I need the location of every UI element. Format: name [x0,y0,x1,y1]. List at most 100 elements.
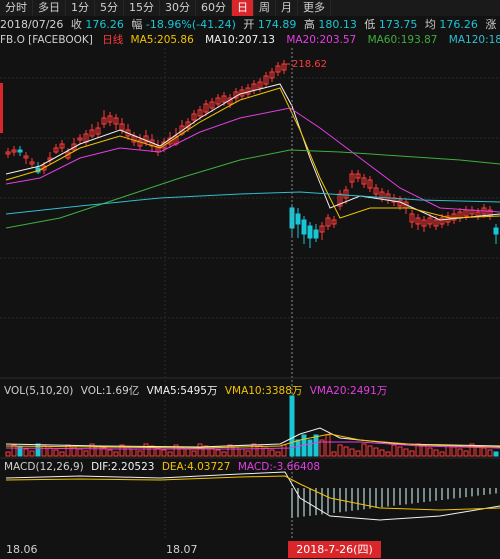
candlestick-series [5,60,499,248]
volume-bar [409,450,415,457]
macd-title: MACD(12,26,9) [4,461,84,473]
tab-30min[interactable]: 30分 [160,0,196,16]
info-change-label: 幅 [131,18,143,31]
info-open: 174.89 [257,18,297,31]
volume-bar [101,447,107,457]
dea-line [5,475,500,511]
tab-1min[interactable]: 1分 [66,0,95,16]
volume-bar [89,443,95,457]
candle-body [313,229,319,239]
volume-bar [433,449,439,457]
volume-bar [361,443,367,457]
tab-more[interactable]: 更多 [298,0,331,16]
candle-body [191,113,197,121]
volume-bar [391,444,397,457]
vol-value: VOL:1.69亿 [80,385,140,397]
candle-body [41,165,47,171]
info-high-label: 高 [303,18,315,31]
volume-bar [53,449,59,457]
volume-bar [313,434,319,457]
candle-body [221,95,227,103]
candle-body [65,151,71,159]
symbol-label: FB.O [FACEBOOK] [0,34,93,46]
candle-body [209,101,215,109]
ma10-line [5,87,500,219]
volume-bar [281,444,287,457]
candle-body [331,219,337,225]
vma5-label: VMA5:5495万 [146,385,218,397]
dif-line [5,471,500,521]
info-date: 2018/07/26 [0,18,64,31]
volume-bar [245,450,251,457]
volume-bar [179,446,185,457]
quote-info-row: 2018/07/26 收 176.26 幅 -18.96%(-41.24) 开 … [0,17,500,32]
macd-lines [5,471,500,521]
volume-bar [373,447,379,457]
volume-bar [185,448,191,457]
volume-bar [319,439,325,457]
kline-chart[interactable]: 218.62 [0,48,500,540]
volume-bar [47,447,53,457]
volume-bar [439,451,445,457]
candle-body [197,109,203,117]
xaxis-label-july: 18.07 [166,543,198,556]
volume-bar [23,448,29,457]
volume-bar [325,434,331,457]
candle-body [451,213,457,221]
tab-day[interactable]: 日 [232,0,254,16]
volume-bar [451,446,457,457]
volume-bar [263,447,269,457]
ma20-label: MA20:203.57 [286,34,357,46]
tab-15min[interactable]: 15分 [124,0,160,16]
vma20-line [5,441,500,450]
xaxis-label-june: 18.06 [6,543,38,556]
candle-body [373,187,379,195]
candle-body [95,127,101,135]
volume-bar [191,450,197,457]
tab-multiday[interactable]: 多日 [33,0,66,16]
candle-body [439,217,445,225]
macd-histogram [291,488,497,518]
info-change: -18.96%(-41.24) [145,18,236,31]
tab-5min[interactable]: 5分 [95,0,124,16]
vma10-line [5,433,500,449]
candle-body [325,217,331,227]
macd-legend: MACD(12,26,9) DIF:2.20523 DEA:4.03727 MA… [4,461,324,473]
period-label: 日线 [102,34,124,46]
volume-bar [403,448,409,457]
ma120-label: MA120:182.76 [448,34,500,46]
ma120-line [5,191,500,215]
peak-label: 218.62 [292,59,327,70]
volume-bar [161,449,167,457]
ma20-line [5,107,500,213]
tab-week[interactable]: 周 [254,0,276,16]
volume-bar [421,445,427,457]
volume-bar [125,446,131,457]
volume-bar [113,451,119,457]
volume-bar [457,448,463,457]
dif-label: DIF:2.20523 [91,461,155,473]
candle-body [215,97,221,105]
vma20-label: VMA20:2491万 [309,385,388,397]
volume-bar [427,447,433,457]
candle-body [355,173,361,179]
info-avg-label: 均 [424,18,436,31]
volume-bar [215,449,221,457]
tab-month[interactable]: 月 [276,0,298,16]
candle-body [107,115,113,123]
candle-body [89,129,95,137]
vol-title: VOL(5,10,20) [4,385,74,397]
volume-bar [307,439,313,457]
info-low: 173.75 [378,18,418,31]
ma10-label: MA10:207.13 [205,34,275,46]
candle-body [11,149,17,153]
tab-60min[interactable]: 60分 [196,0,232,16]
tab-fenshi[interactable]: 分时 [0,0,33,16]
candle-body [433,219,439,227]
volume-bar [59,451,65,457]
volume-bar [41,445,47,457]
volume-bar [83,450,89,457]
candle-body [5,151,11,155]
vma10-label: VMA10:3388万 [224,385,303,397]
candle-body [275,65,281,73]
